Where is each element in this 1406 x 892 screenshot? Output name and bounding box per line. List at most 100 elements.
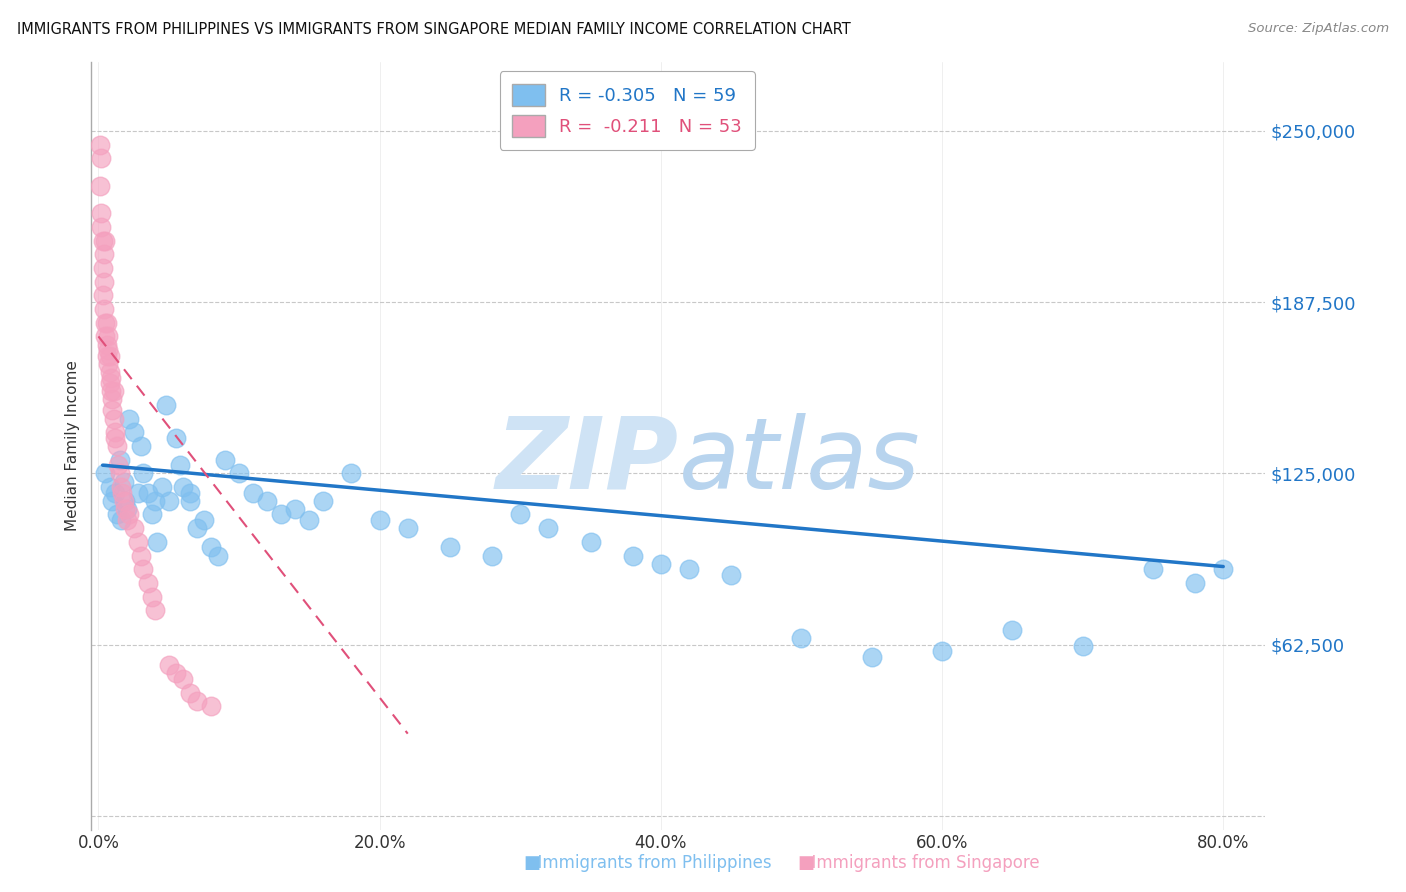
Point — [129, 439, 152, 453]
Text: atlas: atlas — [678, 413, 920, 510]
Point — [97, 329, 120, 343]
Point — [143, 603, 166, 617]
Point — [112, 493, 135, 508]
Point — [104, 425, 127, 440]
Point — [114, 502, 136, 516]
Point — [368, 513, 391, 527]
Point — [118, 508, 141, 522]
Point — [94, 467, 117, 481]
Point — [115, 513, 138, 527]
Point — [91, 260, 114, 275]
Text: Immigrants from Philippines: Immigrants from Philippines — [527, 855, 772, 872]
Point — [100, 384, 122, 399]
Point — [90, 206, 112, 220]
Point — [298, 513, 321, 527]
Point — [107, 458, 129, 473]
Point — [141, 590, 163, 604]
Point — [94, 329, 117, 343]
Point — [94, 316, 117, 330]
Point — [284, 502, 307, 516]
Point — [678, 562, 700, 576]
Point — [98, 480, 121, 494]
Point — [98, 365, 121, 379]
Point — [96, 349, 118, 363]
Point — [100, 370, 122, 384]
Point — [207, 549, 229, 563]
Point — [97, 357, 120, 371]
Point — [89, 178, 111, 193]
Point — [165, 666, 187, 681]
Point — [98, 349, 121, 363]
Point — [90, 151, 112, 165]
Point — [312, 493, 335, 508]
Point — [179, 493, 201, 508]
Point — [270, 508, 292, 522]
Point — [579, 534, 602, 549]
Point — [193, 513, 215, 527]
Point — [157, 493, 180, 508]
Point — [104, 431, 127, 445]
Point — [1071, 639, 1094, 653]
Point — [509, 508, 531, 522]
Point — [93, 275, 115, 289]
Point — [103, 384, 125, 399]
Point — [93, 301, 115, 316]
Point — [89, 137, 111, 152]
Text: ZIP: ZIP — [495, 413, 678, 510]
Point — [98, 376, 121, 390]
Point — [115, 502, 138, 516]
Point — [101, 392, 124, 407]
Point — [481, 549, 503, 563]
Point — [157, 658, 180, 673]
Point — [118, 411, 141, 425]
Point — [91, 234, 114, 248]
Point — [108, 467, 131, 481]
Point — [228, 467, 250, 481]
Point — [104, 485, 127, 500]
Point — [110, 480, 132, 494]
Point — [132, 467, 155, 481]
Point — [214, 452, 236, 467]
Point — [101, 493, 124, 508]
Text: Source: ZipAtlas.com: Source: ZipAtlas.com — [1249, 22, 1389, 36]
Point — [172, 480, 194, 494]
Point — [186, 521, 208, 535]
Point — [169, 458, 191, 473]
Point — [122, 521, 145, 535]
Point — [200, 699, 222, 714]
Point — [621, 549, 644, 563]
Point — [94, 234, 117, 248]
Point — [1184, 576, 1206, 591]
Point — [112, 475, 135, 489]
Point — [132, 562, 155, 576]
Point — [143, 493, 166, 508]
Text: ■: ■ — [797, 855, 814, 872]
Point — [122, 425, 145, 440]
Point — [136, 576, 159, 591]
Point — [101, 403, 124, 417]
Point — [93, 247, 115, 261]
Point — [127, 485, 149, 500]
Point — [141, 508, 163, 522]
Y-axis label: Median Family Income: Median Family Income — [65, 360, 80, 532]
Point — [931, 644, 953, 658]
Point — [186, 694, 208, 708]
Point — [860, 649, 883, 664]
Text: IMMIGRANTS FROM PHILIPPINES VS IMMIGRANTS FROM SINGAPORE MEDIAN FAMILY INCOME CO: IMMIGRANTS FROM PHILIPPINES VS IMMIGRANT… — [17, 22, 851, 37]
Point — [790, 631, 813, 645]
Text: Immigrants from Singapore: Immigrants from Singapore — [801, 855, 1040, 872]
Point — [127, 534, 149, 549]
Point — [1212, 562, 1234, 576]
Point — [172, 672, 194, 686]
Point — [242, 485, 264, 500]
Point — [96, 316, 118, 330]
Point — [136, 485, 159, 500]
Point — [340, 467, 363, 481]
Point — [91, 288, 114, 302]
Point — [1142, 562, 1164, 576]
Point — [396, 521, 419, 535]
Point — [179, 485, 201, 500]
Point — [537, 521, 560, 535]
Point — [165, 431, 187, 445]
Point — [114, 493, 136, 508]
